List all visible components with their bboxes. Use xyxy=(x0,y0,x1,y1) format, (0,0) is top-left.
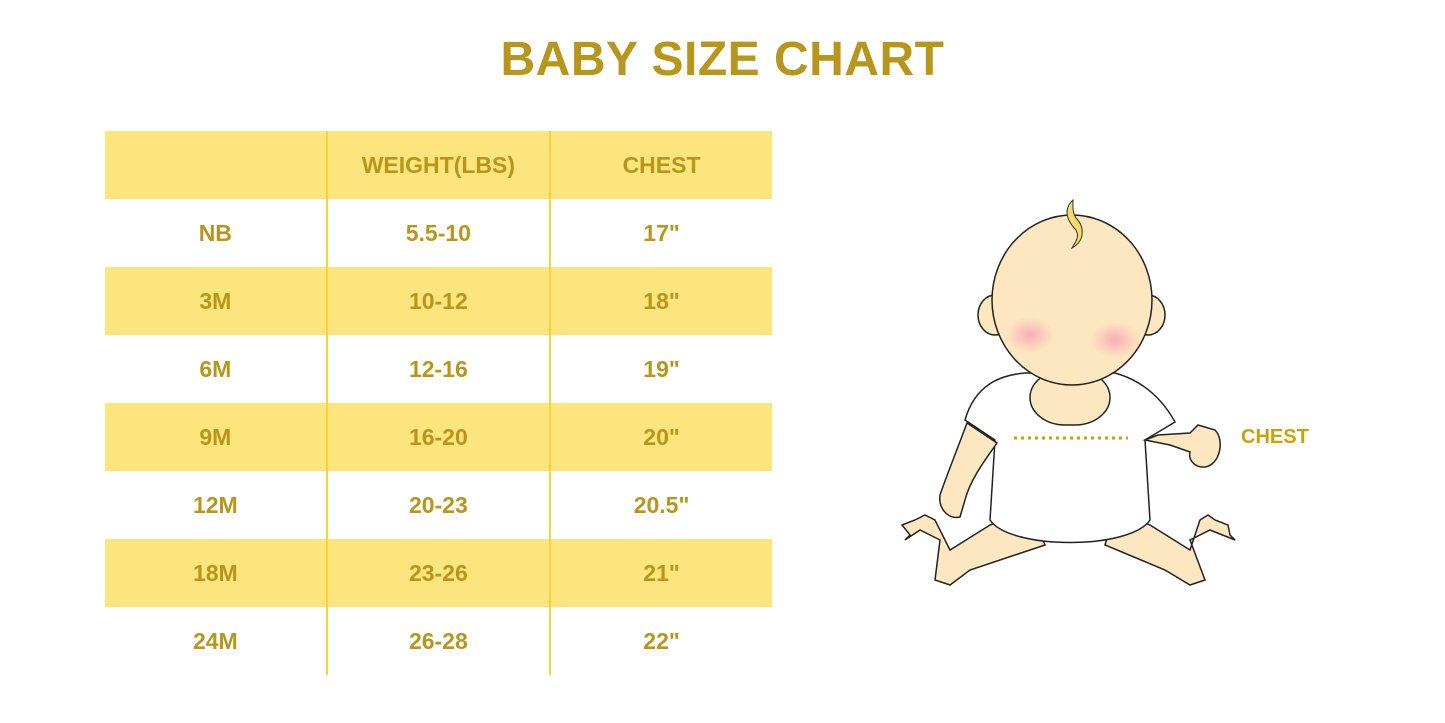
chest-cell: 18" xyxy=(550,267,772,335)
weight-cell: 23-26 xyxy=(325,539,552,607)
chest-cell: 19" xyxy=(643,355,680,382)
weight-cell: 10-12 xyxy=(325,267,552,335)
size-cell: 6M xyxy=(199,355,232,382)
chest-cell: 21" xyxy=(550,539,772,607)
size-cell: 9M xyxy=(105,403,327,471)
header-cell xyxy=(105,131,327,199)
baby-illustration xyxy=(900,198,1236,586)
chest-cell: 20.5" xyxy=(633,491,690,518)
table-row: NB 5.5-10 17" xyxy=(105,199,772,267)
size-cell: 24M xyxy=(192,627,238,654)
chest-cell: 17" xyxy=(643,219,680,246)
weight-cell: 26-28 xyxy=(325,607,552,675)
chest-cell: 22" xyxy=(643,627,680,654)
table-row: 12M 20-23 20.5" xyxy=(105,471,772,539)
chest-cell: 20" xyxy=(550,403,772,471)
table-row: 18M 23-26 21" xyxy=(105,539,772,607)
size-cell: 18M xyxy=(105,539,327,607)
table-row: 9M 16-20 20" xyxy=(105,403,772,471)
size-cell: 12M xyxy=(192,491,238,518)
header-cell: WEIGHT(LBS) xyxy=(325,131,552,199)
weight-cell: 12-16 xyxy=(325,335,552,403)
weight-cell: 5.5-10 xyxy=(325,199,552,267)
table-row: 3M 10-12 18" xyxy=(105,267,772,335)
table-header: WEIGHT(LBS) CHEST xyxy=(105,131,772,199)
size-table: WEIGHT(LBS) CHEST NB 5.5-10 17" 3M 10-12… xyxy=(105,131,772,675)
size-cell: NB xyxy=(198,219,232,246)
weight-cell: 20-23 xyxy=(325,471,552,539)
header-cell: CHEST xyxy=(550,131,772,199)
table-row: 6M 12-16 19" xyxy=(105,335,772,403)
table-row: 24M 26-28 22" xyxy=(105,607,772,675)
chest-label: CHEST xyxy=(1241,426,1309,448)
page-title: BABY SIZE CHART xyxy=(500,33,945,86)
weight-cell: 16-20 xyxy=(325,403,552,471)
size-cell: 3M xyxy=(105,267,327,335)
